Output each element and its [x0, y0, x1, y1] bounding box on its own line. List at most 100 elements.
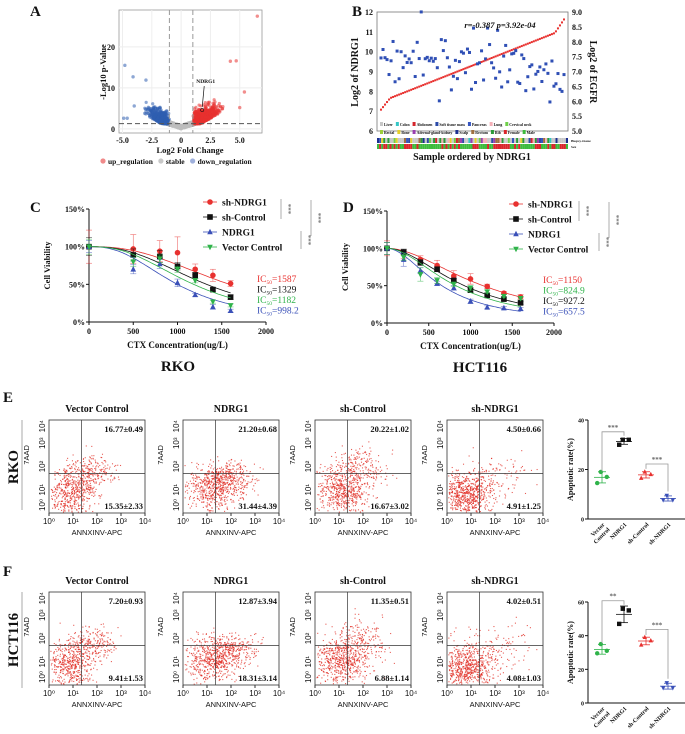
sample-track-cell — [524, 138, 527, 143]
event-dot — [329, 483, 331, 485]
event-dot — [230, 498, 232, 501]
event-dot — [88, 498, 90, 500]
event-dot — [98, 503, 100, 505]
event-dot — [362, 464, 364, 466]
event-dot — [232, 465, 234, 467]
event-dot — [246, 487, 248, 489]
viability-plot-C: 0 500 1000 1500 20000%50%100%150%sh-NDRG1sh-… — [42, 199, 322, 376]
sample-track-cell — [501, 144, 504, 149]
event-dot — [357, 452, 359, 454]
event-dot — [234, 489, 236, 491]
event-dot — [352, 499, 354, 501]
event-dot — [211, 490, 213, 492]
event-dot — [95, 482, 97, 484]
y-tick-label: 10⁴ — [304, 419, 313, 432]
event-dot — [355, 478, 357, 481]
event-dot — [70, 482, 72, 484]
event-dot — [473, 470, 475, 472]
event-dot — [220, 499, 222, 501]
event-dot — [208, 487, 210, 489]
event-dot — [221, 478, 224, 480]
event-dot — [229, 470, 231, 472]
event-dot — [337, 478, 339, 481]
event-dot — [199, 478, 201, 480]
ndrg1-point — [502, 52, 505, 55]
egfr-point — [534, 72, 538, 76]
event-dot — [361, 509, 363, 511]
egfr-point — [433, 57, 437, 61]
event-dot — [361, 445, 363, 447]
data-point — [130, 265, 137, 272]
egfr-point — [540, 79, 544, 83]
legend-label: down_regulation — [198, 157, 253, 166]
event-dot — [54, 495, 56, 497]
event-dot — [103, 480, 105, 482]
point-up — [208, 107, 212, 112]
event-dot — [227, 489, 229, 491]
event-dot — [190, 490, 192, 492]
event-dot — [94, 478, 96, 480]
event-dot — [104, 469, 106, 471]
ndrg1-point — [454, 71, 457, 74]
y-left-tick-label: 12 — [365, 8, 373, 17]
point-outlier — [228, 59, 233, 63]
event-dot — [53, 503, 55, 506]
legend-label: Cervical neck — [509, 123, 532, 127]
legend-marker — [207, 199, 213, 205]
event-dot — [192, 502, 194, 504]
event-dot — [201, 469, 203, 471]
event-dot — [378, 455, 380, 457]
event-dot — [72, 470, 74, 473]
event-dot — [89, 480, 91, 482]
sample-track-cell — [516, 138, 519, 143]
event-dot — [51, 497, 53, 500]
event-dot — [113, 476, 115, 478]
event-dot — [243, 465, 245, 467]
legend-label: Bone — [401, 131, 410, 135]
y-tick-label: 50% — [367, 282, 383, 291]
event-dot — [332, 470, 334, 472]
event-dot — [213, 476, 216, 478]
event-dot — [84, 489, 86, 491]
event-dot — [356, 491, 358, 493]
data-point — [467, 276, 474, 282]
event-dot — [243, 492, 245, 494]
event-dot — [61, 497, 63, 499]
event-dot — [76, 460, 78, 462]
event-dot — [188, 498, 191, 500]
event-dot — [322, 482, 324, 484]
event-dot — [219, 485, 222, 487]
event-dot — [489, 496, 491, 498]
egfr-point — [524, 89, 528, 93]
x-tick-label: 0 — [87, 327, 91, 336]
ndrg1-point — [520, 45, 523, 48]
ndrg1-point — [432, 80, 435, 83]
event-dot — [338, 485, 340, 487]
sample-track-cell — [503, 144, 506, 149]
event-dot — [212, 481, 214, 483]
event-dot — [204, 477, 206, 479]
event-dot — [356, 477, 358, 479]
y-axis-label: -Log10 p-Value — [98, 44, 108, 100]
event-dot — [74, 476, 76, 478]
event-dot — [320, 491, 322, 493]
event-dot — [203, 480, 205, 482]
ndrg1-point — [532, 40, 535, 43]
event-dot — [67, 495, 69, 497]
event-dot — [460, 502, 462, 504]
event-dot — [78, 481, 80, 483]
event-dot — [211, 507, 213, 509]
event-dot — [67, 482, 69, 484]
significance-label: *** — [602, 237, 610, 248]
event-dot — [229, 477, 231, 479]
data-point — [501, 304, 507, 311]
event-dot — [351, 503, 353, 505]
event-dot — [370, 462, 372, 464]
event-dot — [227, 481, 229, 483]
ic50-label: IC50=657.5 — [543, 308, 585, 319]
event-dot — [62, 492, 64, 494]
egfr-point — [417, 57, 421, 61]
sample-track-cell — [561, 138, 564, 143]
sample-track-cell — [472, 138, 475, 143]
event-dot — [63, 469, 65, 471]
